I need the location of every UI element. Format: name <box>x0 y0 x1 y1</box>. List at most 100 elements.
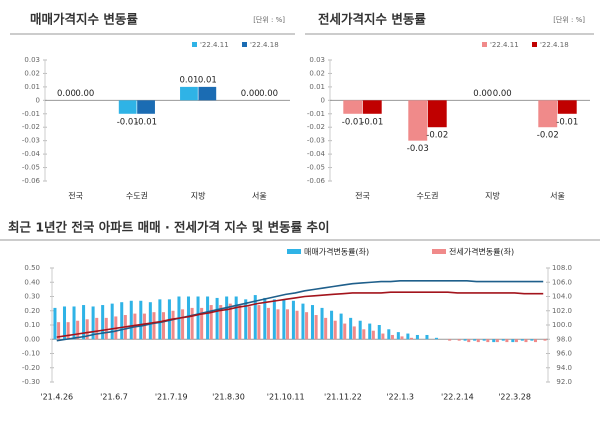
bar <box>76 320 80 340</box>
bar <box>95 317 99 340</box>
y-tick-label: -0.01 <box>307 110 325 118</box>
y-tick-label: 0.20 <box>24 307 40 315</box>
bar <box>305 312 309 340</box>
bar <box>406 333 410 340</box>
value-label: 0.00 <box>493 89 512 99</box>
y-tick-label: 0.02 <box>309 69 325 77</box>
bar <box>276 309 280 340</box>
legend-swatch <box>432 249 446 254</box>
y-tick-label: -0.05 <box>22 164 40 172</box>
value-label: -0.02 <box>426 131 448 141</box>
y-tick-label: 102.0 <box>552 307 572 315</box>
bar <box>400 336 404 340</box>
y-tick-label: -0.30 <box>22 378 40 386</box>
value-label: -0.01 <box>117 117 139 127</box>
bar <box>253 295 257 340</box>
y-tick-label: -0.03 <box>307 137 325 145</box>
bar <box>129 300 133 340</box>
bar <box>425 334 429 340</box>
value-label: 0.00 <box>241 89 260 99</box>
bar <box>148 302 152 340</box>
x-tick-label: '21.6.7 <box>100 393 128 402</box>
bar <box>352 326 356 340</box>
bar <box>557 100 577 114</box>
bar <box>486 339 490 343</box>
bar <box>362 100 382 114</box>
x-tick-label: '22.1.3 <box>386 393 414 402</box>
value-label: -0.02 <box>537 131 559 141</box>
y-tick-label: 0.50 <box>24 264 40 272</box>
bar <box>198 86 217 101</box>
bar <box>467 339 471 343</box>
bar <box>62 306 67 340</box>
bar <box>387 329 391 340</box>
x-tick-label: '21.10.11 <box>267 393 305 402</box>
bar <box>161 312 166 340</box>
bar <box>501 339 505 341</box>
y-tick-label: 100.0 <box>552 321 572 329</box>
bar <box>152 312 156 340</box>
legend-label: '22.4.11 <box>490 41 519 49</box>
bar <box>381 333 385 340</box>
y-tick-label: 108.0 <box>552 264 572 272</box>
y-tick-label: 0.30 <box>24 293 40 301</box>
bar <box>190 307 194 340</box>
value-label: 0.00 <box>473 89 492 99</box>
bar <box>82 305 86 340</box>
x-tick-label: 서울 <box>252 192 267 201</box>
bar <box>427 100 447 128</box>
bar <box>101 305 105 340</box>
bar <box>72 306 76 340</box>
legend-label: 전세가격변동률(좌) <box>449 247 514 257</box>
bar <box>53 307 57 340</box>
x-tick-label: '21.4.26 <box>40 393 73 402</box>
y-tick-label: -0.03 <box>22 137 40 145</box>
bar <box>118 100 137 114</box>
bar <box>543 339 547 341</box>
bar <box>234 296 238 340</box>
bar <box>196 296 200 340</box>
legend-swatch <box>242 42 247 47</box>
bar <box>310 305 315 340</box>
bar <box>314 315 318 340</box>
value-label: -0.01 <box>361 117 383 127</box>
y-tick-label: -0.04 <box>307 150 326 158</box>
y-tick-label: -0.10 <box>22 350 40 358</box>
y-tick-label: 0.10 <box>24 321 40 329</box>
value-label: 0.00 <box>259 89 278 99</box>
x-tick-label: 서울 <box>550 192 565 201</box>
bar <box>209 305 213 340</box>
y-tick-label: 0 <box>321 96 325 104</box>
y-tick-label: 0.00 <box>24 335 40 343</box>
bar <box>247 306 251 340</box>
x-tick-label: '22.2.14 <box>441 393 474 402</box>
bar <box>339 313 343 340</box>
bar <box>206 296 210 340</box>
y-tick-label: -0.02 <box>22 123 40 131</box>
chart-title: 최근 1년간 전국 아파트 매매 · 전세가격 지수 및 변동률 추이 <box>8 220 329 235</box>
value-label: 0.00 <box>75 89 94 99</box>
bar <box>482 339 486 341</box>
legend-label: '22.4.18 <box>250 41 279 49</box>
bar <box>448 339 452 341</box>
index-line <box>56 280 544 342</box>
y-tick-label: 0.01 <box>309 83 325 91</box>
bar <box>139 300 143 340</box>
bar <box>396 332 400 340</box>
bar <box>343 100 363 114</box>
chart-title: 매매가격지수 변동률 <box>30 12 138 27</box>
y-tick-label: 0.03 <box>309 56 325 64</box>
value-label: -0.03 <box>407 144 429 154</box>
bar <box>110 303 114 340</box>
bar <box>295 310 299 340</box>
bar <box>120 302 124 340</box>
bar <box>228 303 232 340</box>
y-tick-label: 98.0 <box>556 335 572 343</box>
bar <box>285 309 290 340</box>
bar <box>409 337 414 340</box>
bar <box>457 339 461 341</box>
bar <box>219 305 223 340</box>
y-tick-label: -0.01 <box>22 110 40 118</box>
y-tick-label: 104.0 <box>552 293 572 301</box>
bar <box>434 337 439 340</box>
